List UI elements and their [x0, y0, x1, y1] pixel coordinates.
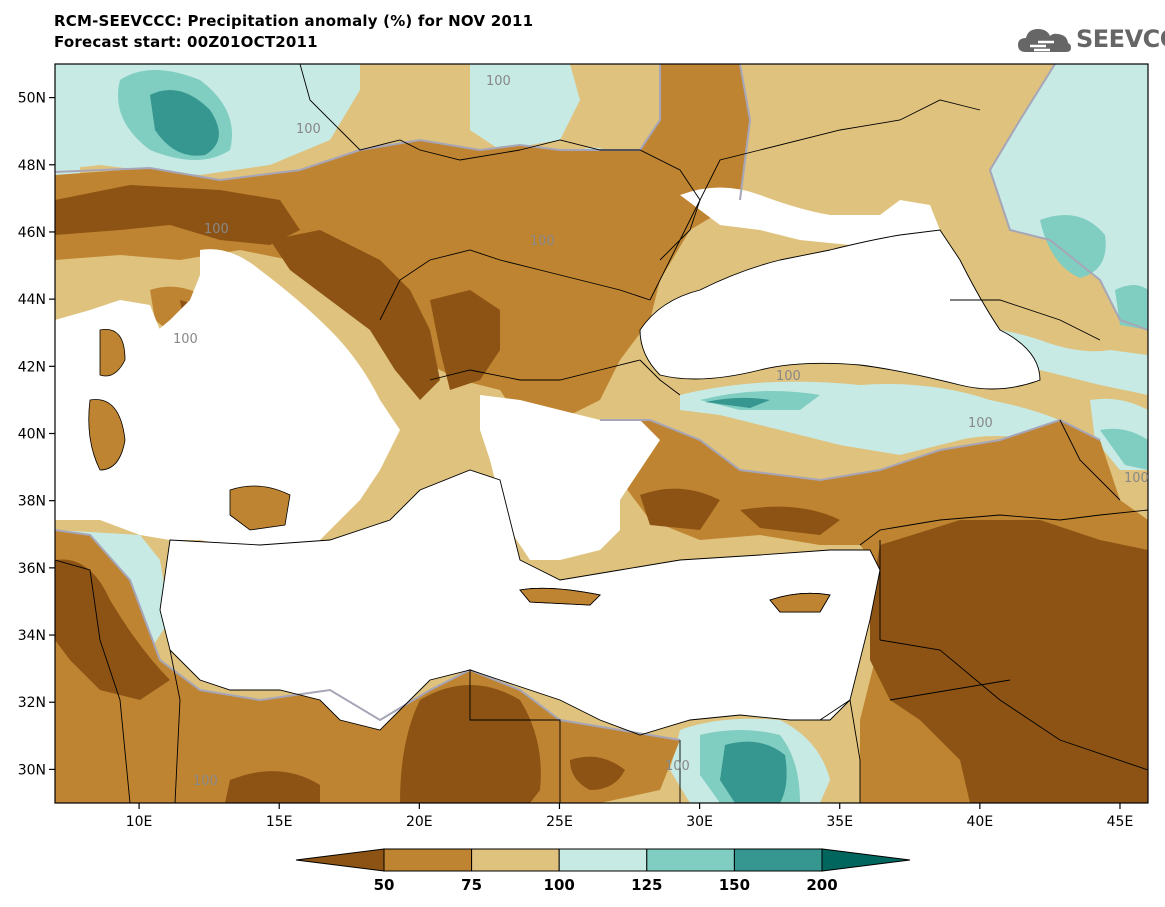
- forecast-start-subtitle: Forecast start: 00Z01OCT2011: [54, 33, 318, 51]
- colorbar-segment: [383, 848, 473, 872]
- colorbar-legend: 50 75 100 125 150 200: [295, 848, 911, 894]
- y-tick-label: 30N: [18, 762, 46, 778]
- x-axis: 10E 15E 20E 25E 30E 35E 40E 45E: [126, 803, 1134, 830]
- colorbar-extend-high: [821, 848, 911, 872]
- colorbar-level-label: 100: [544, 876, 575, 894]
- y-tick-label: 50N: [18, 91, 46, 107]
- colorbar-level-label: 125: [631, 876, 662, 894]
- contour-labels: 100 100 100 100 100 100 100 100 100 100: [173, 74, 1149, 789]
- map-title: RCM-SEEVCCC: Precipitation anomaly (%) f…: [54, 12, 534, 30]
- colorbar-level-label: 75: [461, 876, 482, 894]
- colorbar-extend-low: [295, 848, 385, 872]
- contour-label: 100: [193, 774, 218, 789]
- sea-areas: [55, 187, 1040, 735]
- colorbar-level-label: 50: [374, 876, 395, 894]
- map-plot-area: [55, 64, 1148, 803]
- colorbar-level-label: 200: [806, 876, 837, 894]
- contour-label: 100: [665, 759, 690, 774]
- x-tick-label: 40E: [967, 814, 994, 830]
- contour-label: 100: [296, 122, 321, 137]
- x-tick-label: 20E: [406, 814, 433, 830]
- contour-label: 100: [173, 332, 198, 347]
- x-tick-label: 15E: [266, 814, 293, 830]
- contour-label: 100: [530, 234, 555, 249]
- x-tick-label: 10E: [126, 814, 153, 830]
- contour-label: 100: [776, 369, 801, 384]
- x-tick-label: 35E: [826, 814, 853, 830]
- colorbar-segment: [471, 848, 560, 872]
- contour-label: 100: [1124, 471, 1149, 486]
- x-tick-label: 25E: [546, 814, 573, 830]
- contour-label: 100: [204, 222, 229, 237]
- colorbar-segment: [733, 848, 823, 872]
- y-tick-label: 46N: [18, 225, 46, 241]
- contour-lines-100: [55, 64, 1148, 741]
- y-tick-label: 44N: [18, 292, 46, 308]
- colorbar-segment: [646, 848, 735, 872]
- y-tick-label: 38N: [18, 494, 46, 510]
- x-tick-label: 45E: [1107, 814, 1134, 830]
- y-tick-label: 32N: [18, 695, 46, 711]
- y-tick-label: 40N: [18, 427, 46, 443]
- colorbar-segment: [558, 848, 648, 872]
- logo-text: SEEVCCC: [1076, 25, 1165, 53]
- y-tick-label: 36N: [18, 561, 46, 577]
- seevccc-logo: SEEVCCC: [1016, 22, 1165, 56]
- contour-label: 100: [486, 74, 511, 89]
- y-tick-label: 34N: [18, 628, 46, 644]
- x-tick-label: 30E: [686, 814, 713, 830]
- country-borders: [55, 64, 1148, 803]
- y-axis: 30N 32N 34N 36N 38N 40N 42N 44N 46N 48N 50N: [18, 91, 55, 778]
- islands: [88, 328, 831, 613]
- contour-label: 100: [968, 416, 993, 431]
- colorbar-level-label: 150: [719, 876, 750, 894]
- y-tick-label: 48N: [18, 158, 46, 174]
- y-tick-label: 42N: [18, 359, 46, 375]
- cloud-logo-icon: [1018, 29, 1071, 52]
